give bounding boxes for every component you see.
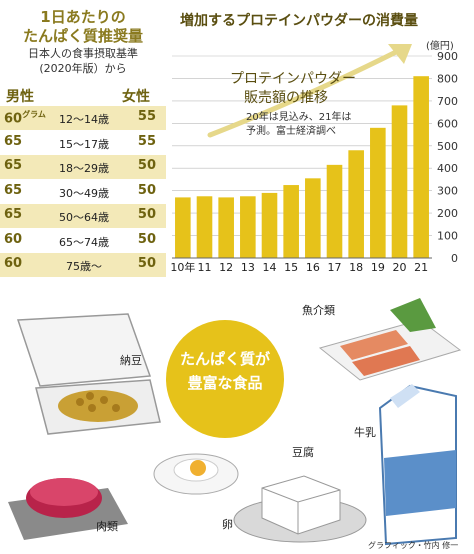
milk-label: 牛乳 [354,426,376,439]
credit: グラフィック・竹内 修一 [368,541,459,550]
fish-label: 魚介類 [302,304,335,317]
x-tick-label: 21 [414,261,428,274]
chart-note-2: 予測。富士経済調べ [246,126,336,137]
bar [261,192,278,258]
age-range: 15～17歳 [59,137,109,151]
tofu-illustration [233,475,367,543]
table-row: 65 30～49歳 50 [0,180,166,204]
table-source-2: (2020年版）から [39,62,127,75]
bar [175,197,191,258]
age-range: 12～14歳 [59,113,109,126]
sales-chart: 0 100 200 300 400 500 600 700 800 900 10年 11 12 13 14 1… [170,44,458,274]
age-range: 75歳～ [66,260,102,273]
badge-title: たんぱく質が [179,350,270,368]
meat-label: 肉類 [96,520,118,533]
bar [196,196,213,258]
trend-arrowhead [388,44,412,64]
bar [305,178,321,258]
food-badge [166,320,284,438]
bar [218,197,234,258]
y-tick-label: 800 [437,72,458,85]
age-range: 30～49歳 [59,186,109,200]
female-value: 50 [137,207,156,222]
meat-illustration [8,478,128,540]
badge-title-2: 豊富な食品 [187,374,263,392]
table-row: 60 65～74歳 50 [0,229,166,253]
age-range: 18～29歳 [59,162,109,175]
natto-label: 納豆 [120,354,142,367]
male-value: 60グラム [4,110,46,127]
male-value: 65 [4,158,23,173]
y-tick-label: 300 [437,185,458,198]
milk-illustration [378,384,457,546]
y-tick-label: 700 [437,95,458,108]
egg-illustration [153,453,239,495]
chart-annotation-2: 販売額の推移 [244,90,328,106]
table-source: 日本人の食事摂取基準 [28,47,138,60]
male-value: 60 [4,256,23,271]
x-tick-label: 12 [219,261,233,274]
x-tick-label: 13 [241,261,255,274]
x-tick-label: 18 [349,261,363,274]
bar [283,185,299,258]
male-value: 65 [4,182,23,198]
y-tick-label: 400 [437,162,458,175]
male-value: 60 [4,231,23,247]
y-unit: (億円) [426,41,454,52]
male-value: 65 [4,133,23,149]
table-row: 65 18～29歳 50 [0,155,166,179]
y-tick-label: 600 [437,117,458,130]
food-illustrations [8,298,462,546]
female-value: 55 [137,133,156,149]
table-title-2: たんぱく質推奨量 [22,27,143,45]
female-header: 女性 [122,89,150,105]
bar [413,76,429,258]
y-tick-label: 100 [437,230,458,243]
female-value: 55 [137,109,156,124]
y-tick-label: 0 [451,252,458,265]
male-header: 男性 [6,89,34,105]
x-tick-label: 16 [306,261,320,274]
natto-illustration [16,313,161,435]
chart-annotation: プロテインパウダー [230,71,356,87]
x-tick-label: 14 [263,261,277,274]
bar [326,164,343,258]
chart-note: 20年は見込み、21年は [246,112,352,123]
bar [240,196,256,258]
x-tick-label: 15 [284,261,298,274]
tofu-label: 豆腐 [292,446,314,459]
unit-note: グラム [22,110,46,119]
female-value: 50 [137,256,156,271]
age-range: 50～64歳 [59,211,109,224]
x-tick-label: 11 [198,261,212,274]
x-tick-label: 17 [328,261,342,274]
fish-illustration [318,298,462,381]
table-row: 65 50～64歳 50 [0,204,166,228]
age-range: 65～74歳 [59,235,109,249]
chart-title: 増加するプロテインパウダーの消費量 [180,13,418,29]
male-value: 65 [4,207,23,222]
y-tick-label: 200 [437,207,458,220]
table-row: 60グラム 12～14歳 55 [0,106,166,130]
table-title: 1日あたりの [40,8,126,26]
x-tick-label: 20 [393,261,407,274]
table-row: 60 75歳～ 50 [0,253,166,277]
female-value: 50 [137,231,156,247]
x-tick-label: 19 [371,261,385,274]
female-value: 50 [137,182,156,198]
bar [391,105,408,258]
x-tick-label: 10年 [170,260,195,274]
female-value: 50 [137,158,156,173]
y-tick-label: 500 [437,140,458,153]
egg-label: 卵 [222,518,233,531]
y-tick-label: 900 [437,50,458,63]
table-row: 65 15～17歳 55 [0,131,166,155]
trend-arrow [207,47,403,138]
bar [370,127,386,258]
bar [348,150,364,258]
